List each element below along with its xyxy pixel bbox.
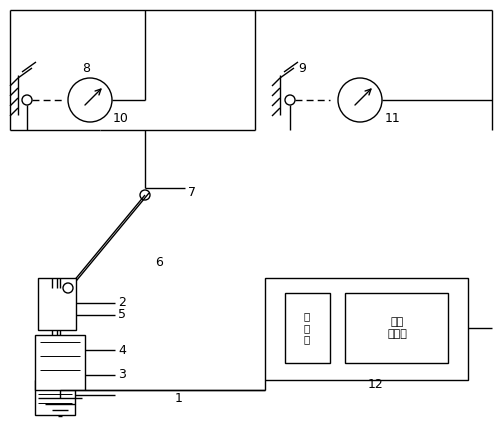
Bar	[35, 335, 85, 390]
Text: 11: 11	[385, 111, 401, 124]
Text: 驱
动
器: 驱 动 器	[304, 311, 310, 345]
Text: 2: 2	[118, 296, 126, 309]
Text: 5: 5	[118, 308, 126, 321]
Text: 6: 6	[155, 255, 163, 269]
Text: 10: 10	[113, 111, 129, 124]
Text: 微型
控制器: 微型 控制器	[387, 317, 407, 339]
Bar	[38, 278, 76, 330]
Text: 3: 3	[118, 368, 126, 381]
Text: 9: 9	[298, 61, 306, 74]
Text: 7: 7	[188, 185, 196, 198]
Bar	[285, 293, 330, 363]
Bar	[35, 380, 75, 415]
Text: 4: 4	[118, 343, 126, 356]
Text: 8: 8	[82, 61, 90, 74]
Text: 12: 12	[368, 378, 384, 391]
Bar	[345, 293, 448, 363]
Bar	[265, 278, 468, 380]
Text: 1: 1	[175, 391, 183, 404]
